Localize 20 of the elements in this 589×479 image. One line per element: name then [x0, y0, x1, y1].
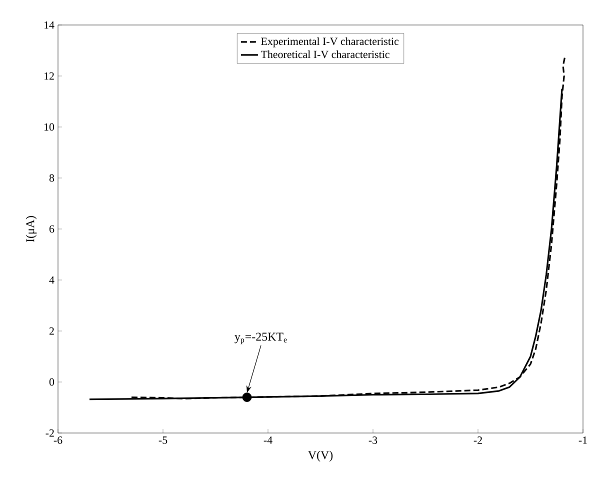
y-tick-label: 2	[49, 327, 54, 335]
x-tick-label: -2	[474, 436, 482, 444]
y-tick-label: 4	[49, 276, 54, 284]
x-tick-label: -1	[578, 436, 587, 444]
x-axis-title: V(V)	[308, 450, 333, 462]
y-tick-label: 6	[49, 225, 54, 233]
y-axis-title: I(μA)	[26, 216, 37, 242]
y-tick-label: 8	[49, 174, 54, 182]
y-tick-label: 0	[49, 378, 54, 386]
y-tick-label: 12	[44, 72, 54, 80]
legend-label: Theoretical I-V characteristic	[260, 50, 390, 58]
x-tick-label: -5	[158, 436, 168, 444]
x-tick-label: -3	[368, 436, 378, 444]
annotation: y$_{p}$=-25KT$_{e}$	[234, 332, 287, 344]
y-tick-label: 14	[44, 21, 54, 29]
y-tick-label: -2	[46, 429, 54, 437]
x-tick-label: -6	[54, 436, 62, 444]
y-tick-label: 10	[44, 123, 54, 131]
legend-label: Experimental I-V characteristic	[261, 37, 399, 48]
x-tick-label: -4	[264, 436, 272, 444]
